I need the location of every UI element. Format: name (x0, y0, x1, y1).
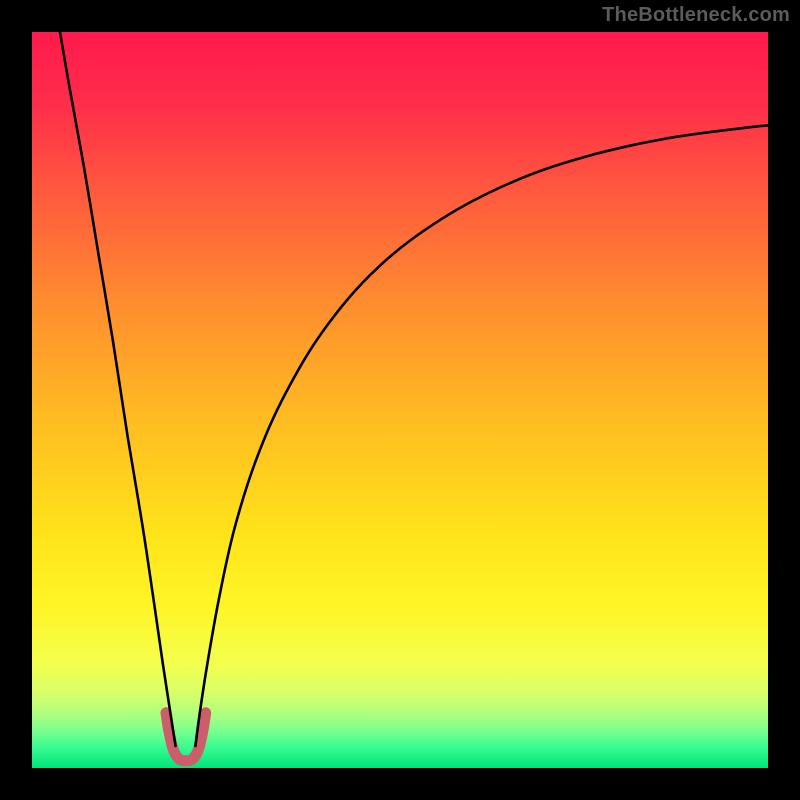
watermark-label: TheBottleneck.com (602, 4, 790, 27)
plot-background-rect (32, 32, 768, 768)
bottleneck-chart-svg (0, 0, 800, 800)
